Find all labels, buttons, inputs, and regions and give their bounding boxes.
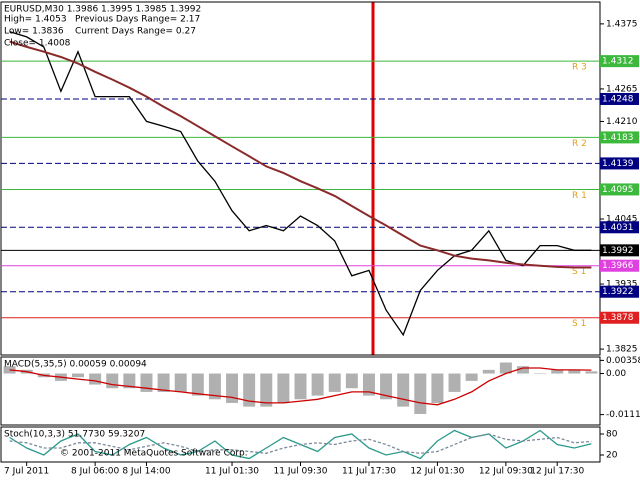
level-label: R 2 <box>572 139 587 149</box>
level-box <box>600 183 639 196</box>
histogram-bar <box>260 373 273 407</box>
x-tick-label: 12 Jul 17:30 <box>530 467 584 477</box>
level-label: S 1 <box>572 319 586 329</box>
histogram-bar <box>208 373 221 400</box>
panel-frame <box>0 1 601 356</box>
level-label: R 1 <box>572 191 587 201</box>
histogram-bar <box>397 373 410 407</box>
level-box <box>600 285 639 298</box>
level-box <box>600 157 639 170</box>
level-value: 1.4031 <box>602 223 634 233</box>
histogram-bar <box>516 366 529 374</box>
histogram-bar <box>106 373 119 389</box>
panel-title: Stoch(10,3,3) 51.7730 59.3207 <box>4 430 145 440</box>
y-tick-label: -0.01117 <box>606 410 640 420</box>
y-tick-label: 1.3935 <box>606 280 638 290</box>
level-label: R 3 <box>572 63 587 73</box>
copyright: © 2001-2011 MetaQuotes Software Corp. <box>60 449 248 459</box>
y-tick-label: 1.4375 <box>606 19 638 29</box>
panel-title: MACD(5,35,5) 0.00059 0.00094 <box>4 360 147 370</box>
histogram-bar <box>380 373 393 400</box>
x-tick-label: 8 Jul 06:00 <box>71 467 120 477</box>
level-value: 1.4095 <box>602 185 634 195</box>
y-tick-label: 0.00358 <box>606 356 640 366</box>
x-tick-label: 12 Jul 09:30 <box>479 467 533 477</box>
histogram-bar <box>226 373 239 403</box>
histogram-bar <box>157 373 170 392</box>
level-box <box>600 92 639 105</box>
histogram-bar <box>362 373 375 396</box>
histogram-bar <box>277 373 290 403</box>
histogram-bar <box>174 373 187 392</box>
histogram-bar <box>311 373 324 396</box>
level-box <box>600 259 639 272</box>
histogram-bar <box>534 373 547 375</box>
series-line <box>9 367 592 406</box>
x-tick-label: 11 Jul 01:30 <box>205 467 259 477</box>
panel-title: EURUSD,M30 1.3986 1.3995 1.3985 1.3992 <box>4 5 201 15</box>
histogram-bar <box>345 373 358 389</box>
series-line <box>9 30 592 337</box>
panel-frame <box>0 356 601 426</box>
info-text: Previous Days Range= 2.17 <box>75 15 200 25</box>
level-box <box>600 311 639 324</box>
y-tick-label: 1.3825 <box>606 345 638 355</box>
level-box <box>600 244 639 257</box>
x-tick-label: 11 Jul 17:30 <box>342 467 396 477</box>
y-tick-label: 0.00 <box>606 369 626 379</box>
x-tick-label: 7 Jul 2011 <box>4 467 49 477</box>
histogram-bar <box>585 371 598 374</box>
series-line <box>9 40 592 269</box>
y-tick-label: 80 <box>606 430 618 440</box>
histogram-bar <box>482 369 495 374</box>
level-box <box>600 221 639 234</box>
y-tick-label: 1.4265 <box>606 84 638 94</box>
histogram-bar <box>465 373 478 381</box>
x-tick-label: 11 Jul 09:30 <box>274 467 328 477</box>
level-box <box>600 131 639 144</box>
histogram-bar <box>448 373 461 392</box>
histogram-bar <box>72 373 85 378</box>
y-tick-label: 1.4210 <box>606 117 638 127</box>
y-tick-label: 20 <box>606 451 618 461</box>
y-tick-label: 1.4045 <box>606 215 638 225</box>
histogram-bar <box>89 373 102 385</box>
info-text: High= 1.4053 <box>4 15 67 25</box>
histogram-bar <box>3 366 16 374</box>
level-value: 1.3878 <box>602 313 634 323</box>
level-value: 1.4139 <box>602 159 634 169</box>
x-tick-label: 12 Jul 01:30 <box>410 467 464 477</box>
histogram-bar <box>294 373 307 400</box>
level-value: 1.3992 <box>602 246 634 256</box>
info-text: Close= 1.4008 <box>4 39 71 49</box>
level-value: 1.4248 <box>602 94 634 104</box>
histogram-bar <box>551 369 564 374</box>
series-line <box>9 433 592 454</box>
histogram-bar <box>568 369 581 374</box>
level-value: 1.4312 <box>602 57 634 67</box>
level-label: S 1 <box>572 267 586 277</box>
histogram-bar <box>123 373 136 389</box>
histogram-bar <box>243 373 256 407</box>
histogram-bar <box>191 373 204 396</box>
level-value: 1.3922 <box>602 287 634 297</box>
histogram-bar <box>140 373 153 392</box>
info-text: Low= 1.3836 <box>4 27 64 37</box>
level-value: 1.3966 <box>602 261 634 271</box>
histogram-bar <box>431 373 444 403</box>
level-box <box>600 55 639 68</box>
level-value: 1.4183 <box>602 133 634 143</box>
x-tick-label: 8 Jul 14:00 <box>122 467 171 477</box>
histogram-bar <box>499 362 512 374</box>
info-text: Current Days Range= 0.27 <box>75 27 196 37</box>
histogram-bar <box>414 373 427 414</box>
histogram-bar <box>328 373 341 392</box>
